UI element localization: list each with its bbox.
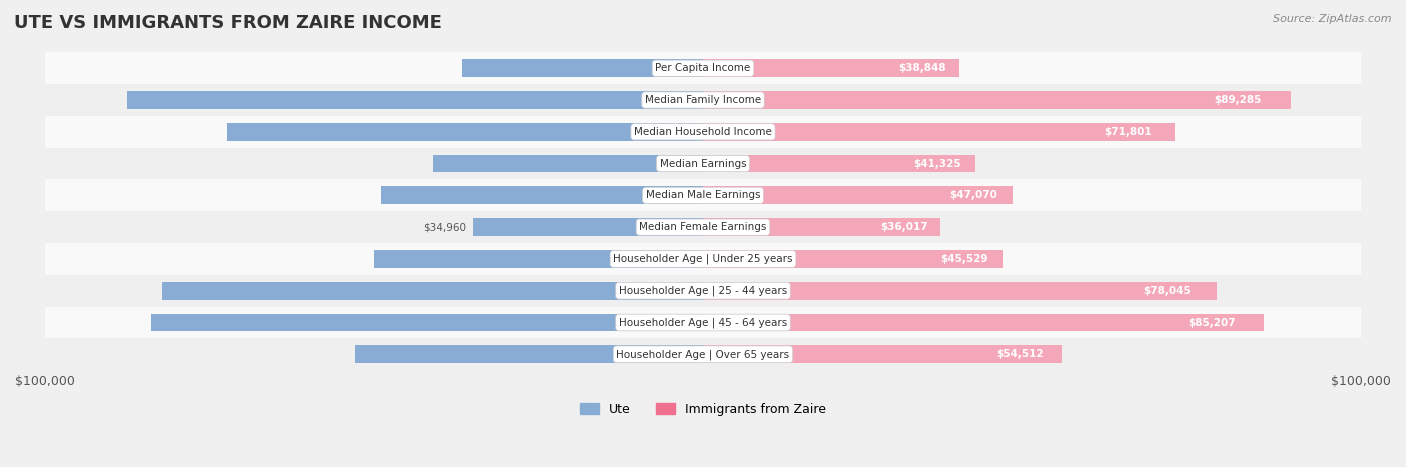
FancyBboxPatch shape (45, 307, 1361, 339)
Text: $71,801: $71,801 (1104, 127, 1152, 137)
Bar (374, 250, 703, 268)
Text: Median Female Earnings: Median Female Earnings (640, 222, 766, 232)
Text: $49,997: $49,997 (686, 254, 734, 264)
FancyBboxPatch shape (45, 116, 1361, 148)
Text: Householder Age | 25 - 44 years: Householder Age | 25 - 44 years (619, 285, 787, 296)
Bar (703, 250, 1002, 268)
Text: Source: ZipAtlas.com: Source: ZipAtlas.com (1274, 14, 1392, 24)
Text: Householder Age | 45 - 64 years: Householder Age | 45 - 64 years (619, 317, 787, 328)
FancyBboxPatch shape (45, 148, 1361, 179)
Text: $45,529: $45,529 (941, 254, 987, 264)
Text: $78,045: $78,045 (1143, 286, 1191, 296)
Text: Per Capita Income: Per Capita Income (655, 63, 751, 73)
Bar (703, 218, 941, 236)
Bar (162, 282, 703, 300)
Text: $48,899: $48,899 (688, 191, 734, 200)
Text: $54,512: $54,512 (997, 349, 1043, 359)
Text: $41,325: $41,325 (914, 159, 962, 169)
Text: $47,070: $47,070 (949, 191, 997, 200)
Bar (703, 282, 1216, 300)
Text: $36,651: $36,651 (690, 63, 738, 73)
Text: $36,017: $36,017 (880, 222, 928, 232)
Bar (703, 346, 1062, 363)
FancyBboxPatch shape (45, 179, 1361, 211)
Text: $34,960: $34,960 (423, 222, 467, 232)
Bar (127, 91, 703, 109)
Text: $72,402: $72,402 (679, 127, 727, 137)
Bar (381, 186, 703, 204)
Bar (433, 155, 703, 172)
Legend: Ute, Immigrants from Zaire: Ute, Immigrants from Zaire (575, 398, 831, 421)
Text: Median Earnings: Median Earnings (659, 159, 747, 169)
Bar (472, 218, 703, 236)
Bar (226, 123, 703, 141)
Text: $52,949: $52,949 (686, 349, 733, 359)
Text: $87,596: $87,596 (675, 95, 721, 105)
FancyBboxPatch shape (45, 275, 1361, 307)
Text: $41,051: $41,051 (689, 159, 737, 169)
Text: $89,285: $89,285 (1213, 95, 1261, 105)
Bar (703, 155, 974, 172)
Bar (703, 91, 1291, 109)
Bar (354, 346, 703, 363)
Text: $82,166: $82,166 (676, 286, 724, 296)
FancyBboxPatch shape (45, 84, 1361, 116)
Text: UTE VS IMMIGRANTS FROM ZAIRE INCOME: UTE VS IMMIGRANTS FROM ZAIRE INCOME (14, 14, 441, 32)
FancyBboxPatch shape (45, 52, 1361, 84)
FancyBboxPatch shape (45, 339, 1361, 370)
Text: Householder Age | Under 25 years: Householder Age | Under 25 years (613, 254, 793, 264)
Text: Householder Age | Over 65 years: Householder Age | Over 65 years (616, 349, 790, 360)
FancyBboxPatch shape (45, 243, 1361, 275)
Bar (703, 59, 959, 77)
Bar (703, 123, 1175, 141)
FancyBboxPatch shape (45, 211, 1361, 243)
Text: Median Male Earnings: Median Male Earnings (645, 191, 761, 200)
Text: Median Family Income: Median Family Income (645, 95, 761, 105)
Bar (461, 59, 703, 77)
Text: Median Household Income: Median Household Income (634, 127, 772, 137)
Bar (703, 186, 1012, 204)
Bar (703, 314, 1264, 332)
Text: $85,207: $85,207 (1188, 318, 1236, 327)
Text: $83,937: $83,937 (675, 318, 723, 327)
Bar (150, 314, 703, 332)
Text: $38,848: $38,848 (898, 63, 946, 73)
